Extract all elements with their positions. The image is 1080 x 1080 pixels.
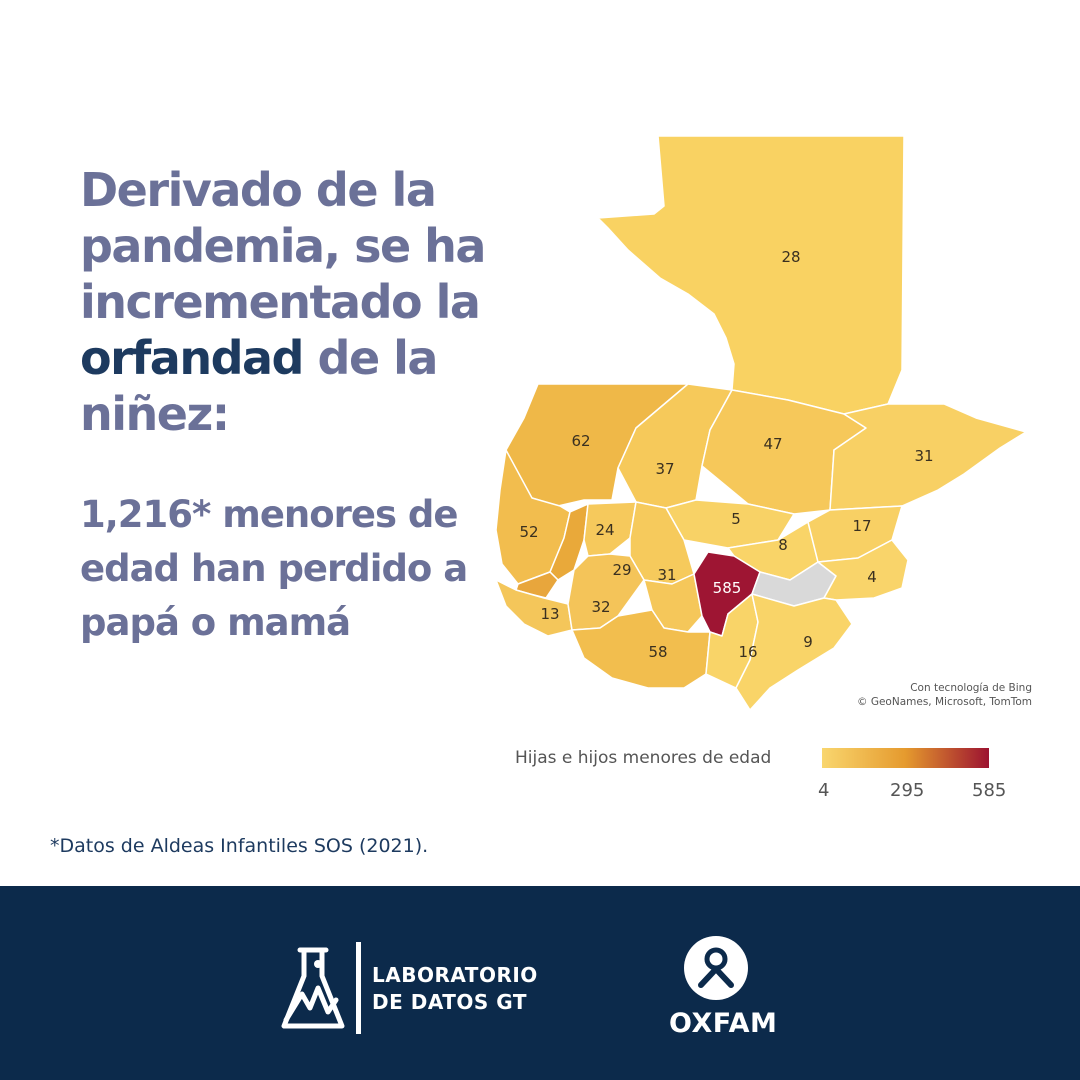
dept-value: 37 — [655, 460, 674, 478]
lab-logo-text: LABORATORIO DE DATOS GT — [372, 962, 538, 1016]
dept-value: 31 — [914, 447, 933, 465]
region-jutiapa — [735, 593, 853, 711]
region-chiquimula — [817, 539, 909, 601]
lab-line2: DE DATOS GT — [372, 990, 527, 1014]
dept-value: 32 — [591, 598, 610, 616]
region-suchitepequez — [567, 553, 645, 631]
legend-max: 585 — [972, 780, 1007, 801]
region-baja-verapaz — [665, 499, 795, 549]
headline-part2: de la niñez: — [80, 331, 438, 441]
region-izabal — [829, 403, 1027, 511]
legend-min: 4 — [818, 780, 830, 801]
dept-value: 16 — [738, 643, 757, 661]
oxfam-logo-text: OXFAM — [669, 1008, 778, 1039]
footnote: *Datos de Aldeas Infantiles SOS (2021). — [50, 835, 429, 857]
guatemala-map: 28 62 37 47 31 52 24 5 17 8 29 31 585 4 … — [495, 135, 1027, 711]
dept-value: 24 — [595, 521, 614, 539]
dept-value: 47 — [763, 435, 782, 453]
legend-color-bar — [822, 748, 989, 768]
headline-highlight: orfandad — [80, 331, 305, 385]
dept-value: 9 — [803, 633, 813, 651]
headline-part1: Derivado de la pandemia, se ha increment… — [80, 163, 486, 329]
dept-value: 31 — [657, 566, 676, 584]
dept-value: 58 — [648, 643, 667, 661]
dept-value: 17 — [852, 517, 871, 535]
dept-value: 585 — [713, 579, 742, 597]
subhead: 1,216* menores de edad han perdido a pap… — [80, 493, 468, 644]
legend-mid: 295 — [890, 780, 925, 801]
legend-title: Hijas e hijos menores de edad — [515, 748, 772, 768]
map-credit-line2: © GeoNames, Microsoft, TomTom — [856, 696, 1032, 708]
oxfam-icon — [684, 936, 748, 1000]
region-peten — [597, 135, 905, 415]
footer — [0, 886, 1080, 1080]
dept-value: 4 — [867, 568, 877, 586]
dept-value: 5 — [731, 510, 741, 528]
flask-icon — [281, 942, 361, 1034]
dept-value: 13 — [540, 605, 559, 623]
dept-value: 28 — [781, 248, 800, 266]
dept-value: 29 — [612, 561, 631, 579]
map-credit-line1: Con tecnología de Bing — [910, 682, 1032, 694]
headline: Derivado de la pandemia, se ha increment… — [80, 162, 540, 442]
dept-value: 62 — [571, 432, 590, 450]
map-credit: Con tecnología de Bing © GeoNames, Micro… — [800, 682, 1032, 708]
dept-value: 52 — [519, 523, 538, 541]
department-labels: 28 62 37 47 31 52 24 5 17 8 29 31 585 4 … — [519, 248, 933, 661]
dept-value: 8 — [778, 536, 788, 554]
lab-line1: LABORATORIO — [372, 963, 538, 987]
